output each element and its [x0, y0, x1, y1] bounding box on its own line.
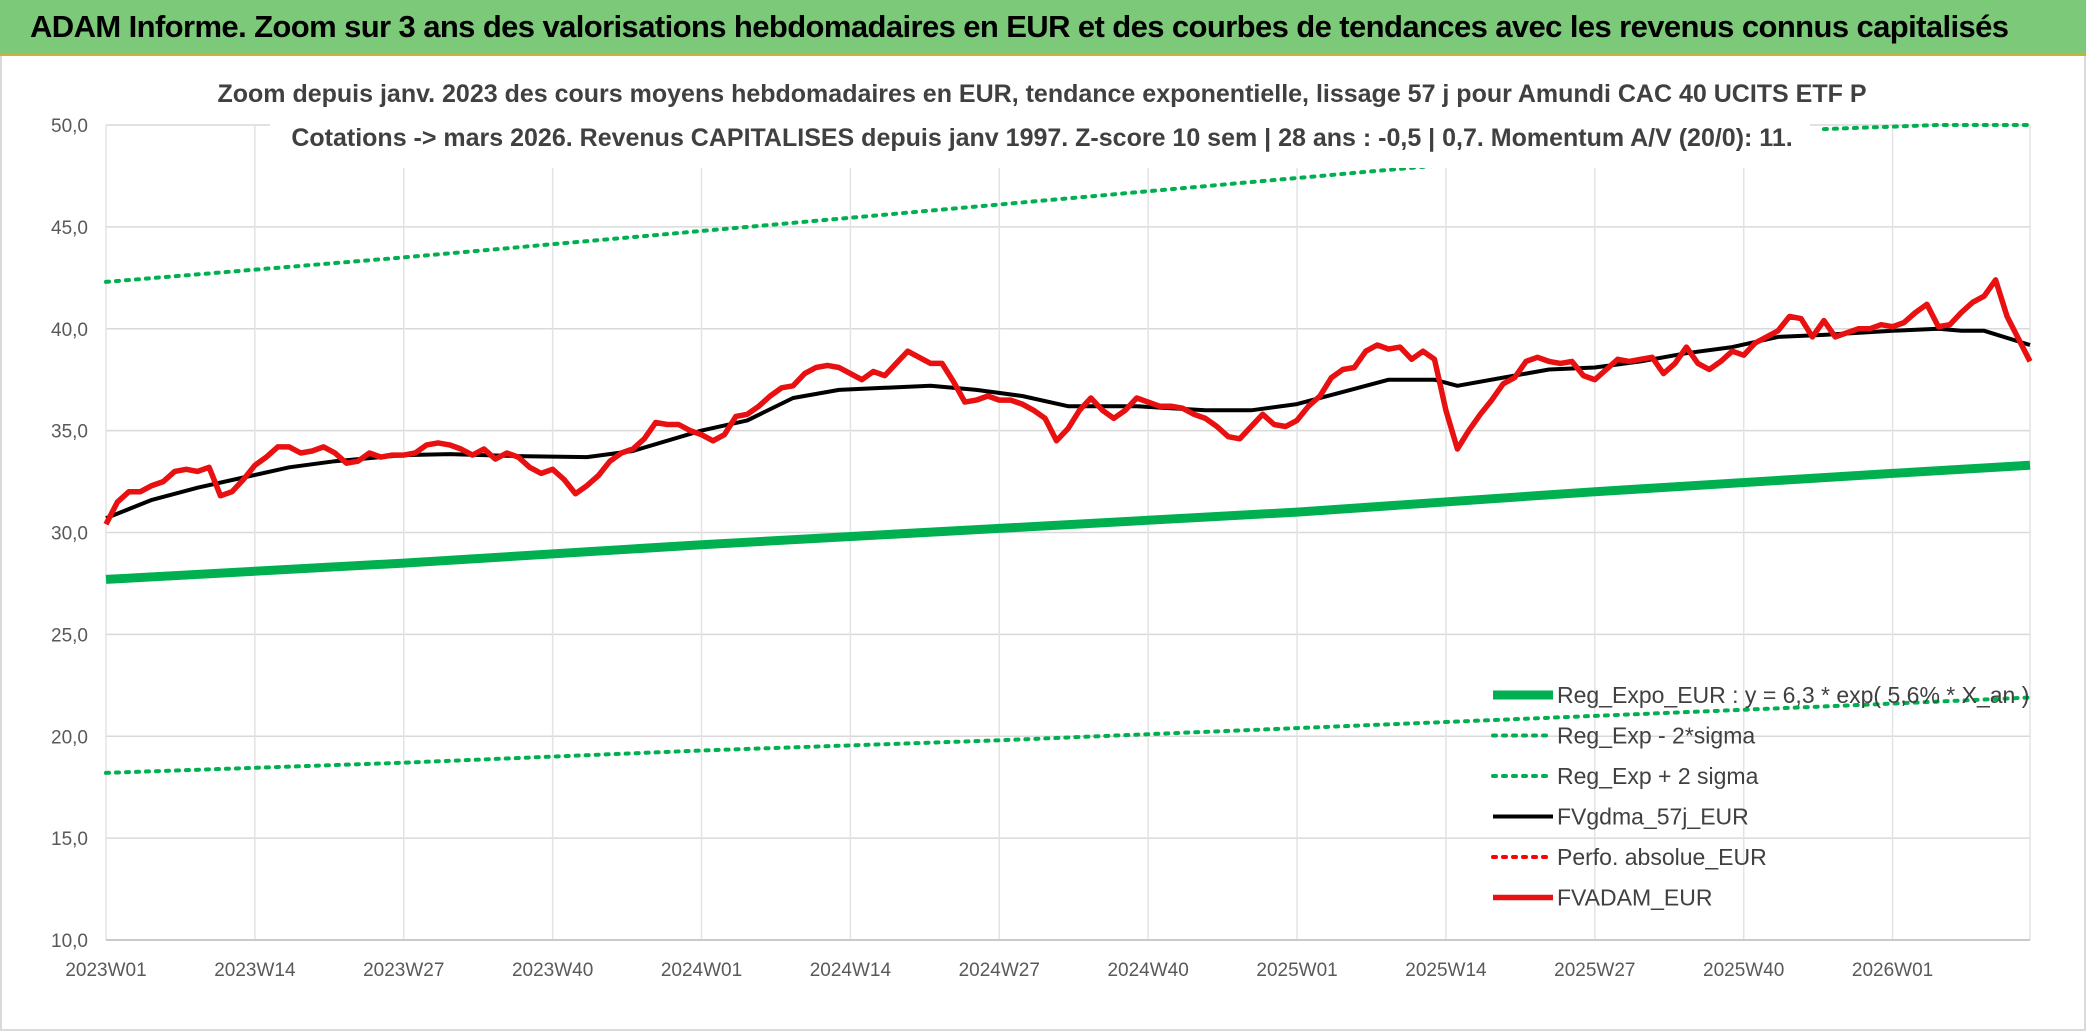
y-tick-label: 35,0: [51, 422, 88, 443]
x-tick-label: 2023W40: [512, 960, 593, 981]
y-tick-label: 20,0: [51, 727, 88, 748]
x-tick-label: 2024W01: [661, 960, 742, 981]
chart-title-area: Zoom depuis janv. 2023 des cours moyens …: [217, 56, 1867, 168]
x-tick-label: 2023W27: [363, 960, 444, 981]
x-tick-label: 2023W01: [65, 960, 146, 981]
report-banner: ADAM Informe. Zoom sur 3 ans des valoris…: [0, 0, 2086, 56]
x-tick-label: 2024W14: [810, 960, 892, 981]
title-background: [270, 56, 1810, 168]
chart-subtitle: Cotations -> mars 2026. Revenus CAPITALI…: [291, 124, 1792, 152]
series-line-6: [103, 277, 2033, 526]
legend-entry: Reg_Exp - 2*sigma: [1557, 723, 1755, 749]
x-tick-label: 2025W01: [1256, 960, 1337, 981]
legend-entry: FVgdma_57j_EUR: [1557, 804, 1749, 830]
series-line-2: [104, 163, 1437, 284]
legend-entry: FVADAM_EUR: [1557, 885, 1713, 911]
y-tick-label: 40,0: [51, 320, 88, 341]
chart-title: Zoom depuis janv. 2023 des cours moyens …: [217, 80, 1866, 108]
y-tick-label: 15,0: [51, 829, 88, 850]
x-tick-label: 2025W14: [1405, 960, 1487, 981]
x-tick-label: 2025W40: [1703, 960, 1784, 981]
x-tick-label: 2023W14: [214, 960, 296, 981]
y-tick-label: 50,0: [51, 116, 88, 137]
weekly-valuation-chart: 10,0 15,0 20,0 25,0 30,0 35,0 40,0 45,0 50,0 2023…: [51, 56, 2033, 981]
series-layer: [103, 123, 2033, 775]
y-tick-label: 30,0: [51, 524, 88, 545]
x-tick-label: 2025W27: [1554, 960, 1635, 981]
series-line-0: [105, 460, 2031, 584]
y-tick-label: 45,0: [51, 218, 88, 239]
series-line-1: [104, 695, 2032, 775]
y-tick-label: 25,0: [51, 625, 88, 646]
x-tick-label: 2026W01: [1852, 960, 1933, 981]
legend: Reg_Expo_EUR : y = 6,3 * exp( 5,6% * X_a…: [1491, 682, 2029, 911]
legend-entry: Reg_Expo_EUR : y = 6,3 * exp( 5,6% * X_a…: [1557, 682, 2029, 708]
x-tick-label: 2024W40: [1107, 960, 1188, 981]
legend-entry: Reg_Exp + 2 sigma: [1557, 763, 1759, 789]
x-tick-label: 2024W27: [959, 960, 1040, 981]
report-title: ADAM Informe. Zoom sur 3 ans des valoris…: [30, 9, 2009, 44]
y-tick-label: 10,0: [51, 931, 88, 952]
axes: 10,0 15,0 20,0 25,0 30,0 35,0 40,0 45,0 50,0 2023…: [51, 116, 2030, 981]
legend-entry: Perfo. absolue_EUR: [1557, 844, 1767, 870]
series-line-4: [105, 326, 2031, 521]
series-line-3: [1821, 123, 2032, 132]
